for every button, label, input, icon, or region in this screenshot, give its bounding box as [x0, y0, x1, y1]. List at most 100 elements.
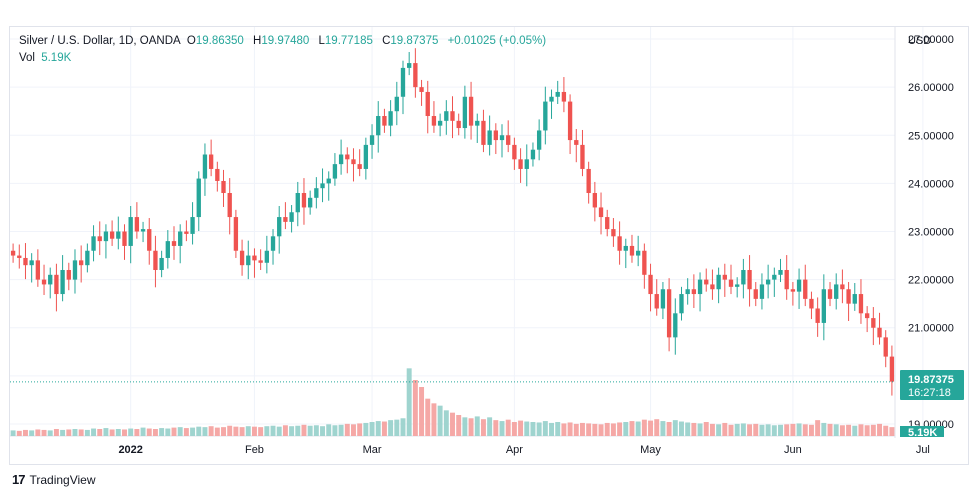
candle-body	[864, 313, 870, 319]
volume-bar	[623, 422, 629, 436]
volume-bar	[672, 420, 678, 436]
candle-body	[301, 193, 307, 208]
volume-bar	[499, 421, 505, 436]
volume-bar	[233, 426, 239, 436]
volume-bar	[629, 421, 635, 436]
candle-body	[444, 111, 449, 121]
candle-body	[809, 298, 814, 309]
candle-body	[388, 111, 393, 126]
candle-body	[530, 149, 536, 160]
candle-body	[592, 193, 598, 208]
price-tag-countdown: 16:27:18	[908, 387, 951, 399]
footer-branding[interactable]: 17 TradingView	[12, 472, 96, 487]
volume-bar	[190, 427, 196, 436]
candle-body	[153, 250, 158, 270]
volume-bar	[561, 423, 567, 436]
volume-bar	[821, 422, 827, 436]
time-axis[interactable]: 2022 Feb Mar Apr May Jun Jul	[118, 444, 929, 456]
candle-body	[196, 178, 201, 218]
candle-body	[23, 257, 28, 266]
candle-body	[883, 337, 888, 357]
volume-bar	[641, 419, 647, 436]
time-tick-label: Jul	[916, 444, 930, 456]
volume-bar	[245, 426, 251, 436]
candle-body	[673, 313, 678, 338]
volume-bar	[134, 429, 140, 436]
open-label: O	[186, 35, 196, 47]
candle-body	[215, 168, 220, 181]
price-tick-label: 26.00000	[908, 82, 954, 94]
volume-bar	[128, 428, 134, 436]
time-tick-label: 2022	[118, 444, 142, 456]
candle-body	[728, 279, 734, 287]
chart-frame	[9, 26, 969, 465]
price-tag: 19.87375 16:27:18	[900, 370, 964, 400]
volume-bar	[41, 429, 47, 436]
vol-value: 5.19K	[41, 52, 72, 64]
volume-bar	[443, 410, 449, 436]
time-tick-label: Jun	[784, 444, 802, 456]
volume-bar	[381, 421, 387, 436]
candle-body	[184, 231, 189, 234]
volume-bar	[344, 423, 350, 436]
candle-body	[41, 279, 47, 285]
candle-body	[221, 180, 226, 194]
volume-bar	[406, 368, 412, 436]
candle-body	[283, 217, 288, 222]
candle-body	[605, 217, 610, 230]
volume-bar	[159, 428, 165, 436]
candle-body	[165, 241, 170, 258]
price-tick-label: 24.00000	[908, 178, 954, 190]
candle-body	[796, 279, 802, 292]
volume-bar	[660, 421, 666, 436]
candle-body	[654, 294, 659, 309]
candle-body	[475, 120, 480, 126]
candle-body	[326, 178, 331, 184]
volume-bar	[579, 422, 585, 436]
candle-body	[394, 96, 399, 112]
volume-bar	[22, 429, 28, 436]
volume-bar	[394, 419, 400, 436]
volume-bar	[493, 420, 499, 436]
candle-body	[320, 183, 325, 189]
candle-body	[60, 269, 65, 295]
candle-body	[134, 217, 140, 232]
candle-body	[159, 257, 164, 270]
candle-body	[456, 120, 461, 129]
volume-bar	[10, 430, 16, 436]
volume-bar	[332, 425, 338, 436]
candle-body	[54, 274, 59, 295]
volume-bar	[487, 417, 493, 436]
brand-name: TradingView	[29, 472, 96, 487]
volume-bar	[784, 424, 790, 436]
volume-bar	[239, 427, 245, 436]
candle-body	[716, 274, 721, 290]
volume-bar	[78, 429, 84, 436]
volume-bar	[802, 424, 808, 436]
volume-bar	[437, 405, 443, 436]
candle-body	[91, 236, 96, 251]
volume-bar	[808, 424, 814, 436]
candle-body	[307, 197, 313, 208]
candle-body	[858, 294, 864, 314]
time-tick-label: May	[640, 444, 661, 456]
volume-bar	[716, 424, 722, 436]
symbol-title[interactable]: Silver / U.S. Dollar, 1D, OANDA	[19, 35, 181, 47]
price-tick-label: 23.00000	[908, 227, 954, 239]
candle-body	[704, 279, 709, 285]
time-tick-label: Apr	[506, 444, 523, 456]
candle-body	[747, 269, 752, 290]
volume-bar	[759, 424, 765, 436]
candle-body	[555, 91, 560, 97]
volume-bars	[10, 368, 895, 436]
volume-bar	[357, 423, 363, 436]
candle-body	[178, 231, 183, 246]
volume-bar	[740, 423, 746, 436]
volume-bar	[103, 428, 109, 436]
volume-bar	[462, 417, 468, 436]
candle-body	[524, 159, 529, 169]
candle-body	[270, 236, 276, 251]
candle-body	[295, 193, 300, 213]
candle-body	[722, 274, 727, 280]
